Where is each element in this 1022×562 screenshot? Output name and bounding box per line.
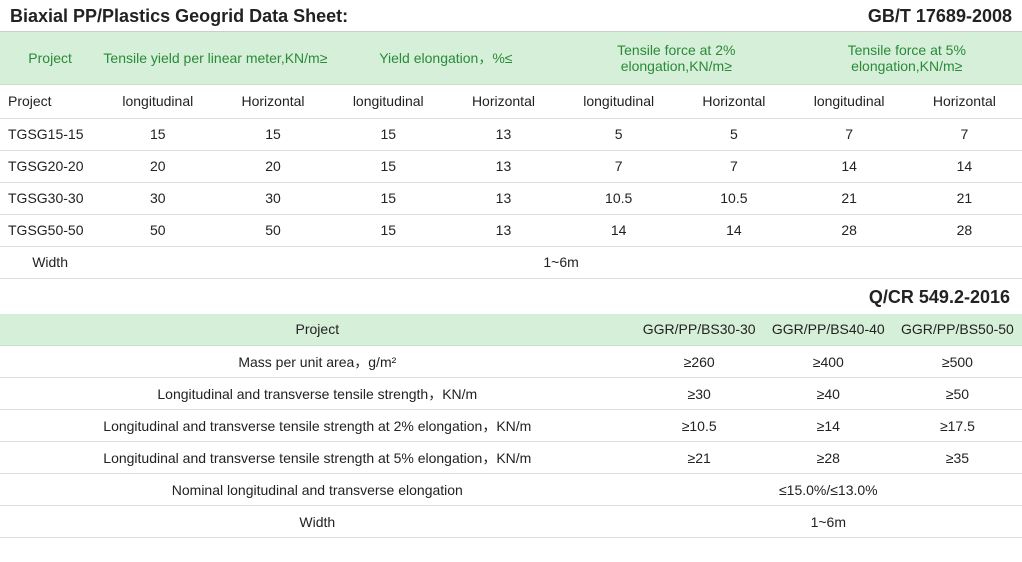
t1-r1c2: 20: [215, 150, 330, 182]
t1-r1c1: 20: [100, 150, 215, 182]
table1-sub-0: Project: [0, 84, 100, 118]
t1-r0c1: 15: [100, 118, 215, 150]
spec-table-1: Project Tensile yield per linear meter,K…: [0, 32, 1022, 279]
t1-r0c3: 15: [331, 118, 446, 150]
t1-r3c6: 14: [676, 214, 791, 246]
t1-r2c1: 30: [100, 182, 215, 214]
spec-table-2: Project GGR/PP/BS30-30 GGR/PP/BS40-40 GG…: [0, 314, 1022, 539]
t1-r3c7: 28: [792, 214, 907, 246]
t1-r1c6: 7: [676, 150, 791, 182]
t1-r1c5: 7: [561, 150, 676, 182]
t2-r2-v2: ≥17.5: [893, 410, 1022, 442]
table1-sub-8: Horizontal: [907, 84, 1022, 118]
t2-r1-v0: ≥30: [635, 378, 764, 410]
table1-sub-4: Horizontal: [446, 84, 561, 118]
table1-sub-3: longitudinal: [331, 84, 446, 118]
table-row: TGSG30-30 30 30 15 13 10.5 10.5 21 21: [0, 182, 1022, 214]
table1-sub-2: Horizontal: [215, 84, 330, 118]
table1-subheader-row: Project longitudinal Horizontal longitud…: [0, 84, 1022, 118]
table-row: Longitudinal and transverse tensile stre…: [0, 410, 1022, 442]
t2-r0-v1: ≥400: [764, 346, 893, 378]
t1-r1c3: 15: [331, 150, 446, 182]
t1-r0c4: 13: [446, 118, 561, 150]
t1-r1c8: 14: [907, 150, 1022, 182]
t1-r2c4: 13: [446, 182, 561, 214]
t1-r2c2: 30: [215, 182, 330, 214]
table1-header-force-2pct: Tensile force at 2% elongation,KN/m≥: [561, 32, 791, 84]
t1-r0c6: 5: [676, 118, 791, 150]
t1-r3c3: 15: [331, 214, 446, 246]
t1-r2c5: 10.5: [561, 182, 676, 214]
standard-code-1: GB/T 17689-2008: [868, 6, 1012, 27]
t2-r1-v1: ≥40: [764, 378, 893, 410]
t1-r2c0: TGSG30-30: [0, 182, 100, 214]
table1-sub-6: Horizontal: [676, 84, 791, 118]
table1-width-row: Width 1~6m: [0, 246, 1022, 278]
t1-r1c0: TGSG20-20: [0, 150, 100, 182]
t2-r1-label: Longitudinal and transverse tensile stre…: [0, 378, 635, 410]
t2-r2-v0: ≥10.5: [635, 410, 764, 442]
table2-width-row: Width 1~6m: [0, 506, 1022, 538]
t2-r0-v2: ≥500: [893, 346, 1022, 378]
table1-header-tensile-yield: Tensile yield per linear meter,KN/m≥: [100, 32, 330, 84]
t2-r2-label: Longitudinal and transverse tensile stre…: [0, 410, 635, 442]
t1-width-label: Width: [0, 246, 100, 278]
t2-elong-label: Nominal longitudinal and transverse elon…: [0, 474, 635, 506]
table-row: TGSG20-20 20 20 15 13 7 7 14 14: [0, 150, 1022, 182]
t1-r2c3: 15: [331, 182, 446, 214]
table1-header-yield-elong: Yield elongation，%≤: [331, 32, 561, 84]
t1-r0c2: 15: [215, 118, 330, 150]
t2-r3-v2: ≥35: [893, 442, 1022, 474]
t1-r3c4: 13: [446, 214, 561, 246]
t2-r1-v2: ≥50: [893, 378, 1022, 410]
t1-r3c2: 50: [215, 214, 330, 246]
title-bar: Biaxial PP/Plastics Geogrid Data Sheet: …: [0, 0, 1022, 32]
t1-r0c7: 7: [792, 118, 907, 150]
t2-r0-v0: ≥260: [635, 346, 764, 378]
table2-elong-row: Nominal longitudinal and transverse elon…: [0, 474, 1022, 506]
t1-r3c0: TGSG50-50: [0, 214, 100, 246]
t2-h3: GGR/PP/BS50-50: [893, 314, 1022, 346]
table-row: Longitudinal and transverse tensile stre…: [0, 378, 1022, 410]
t2-r3-v1: ≥28: [764, 442, 893, 474]
standard-code-2: Q/CR 549.2-2016: [0, 279, 1022, 314]
data-sheet: Biaxial PP/Plastics Geogrid Data Sheet: …: [0, 0, 1022, 538]
t2-r2-v1: ≥14: [764, 410, 893, 442]
t1-r3c8: 28: [907, 214, 1022, 246]
t2-r0-label: Mass per unit area，g/m²: [0, 346, 635, 378]
t1-r3c1: 50: [100, 214, 215, 246]
table1-header-project: Project: [0, 32, 100, 84]
t1-r1c4: 13: [446, 150, 561, 182]
t2-h1: GGR/PP/BS30-30: [635, 314, 764, 346]
sheet-title: Biaxial PP/Plastics Geogrid Data Sheet:: [10, 6, 348, 27]
t2-h2: GGR/PP/BS40-40: [764, 314, 893, 346]
t2-width-value: 1~6m: [635, 506, 1022, 538]
t2-h0: Project: [0, 314, 635, 346]
t1-r2c8: 21: [907, 182, 1022, 214]
t1-width-value: 1~6m: [100, 246, 1022, 278]
table2-header-row: Project GGR/PP/BS30-30 GGR/PP/BS40-40 GG…: [0, 314, 1022, 346]
t2-width-label: Width: [0, 506, 635, 538]
table1-sub-7: longitudinal: [792, 84, 907, 118]
t2-r3-v0: ≥21: [635, 442, 764, 474]
t1-r2c6: 10.5: [676, 182, 791, 214]
table-row: Mass per unit area，g/m² ≥260 ≥400 ≥500: [0, 346, 1022, 378]
table1-header-force-5pct: Tensile force at 5% elongation,KN/m≥: [792, 32, 1022, 84]
table1-header-row: Project Tensile yield per linear meter,K…: [0, 32, 1022, 84]
table1-sub-1: longitudinal: [100, 84, 215, 118]
t1-r1c7: 14: [792, 150, 907, 182]
t1-r3c5: 14: [561, 214, 676, 246]
table1-sub-5: longitudinal: [561, 84, 676, 118]
t1-r2c7: 21: [792, 182, 907, 214]
t1-r0c0: TGSG15-15: [0, 118, 100, 150]
table-row: Longitudinal and transverse tensile stre…: [0, 442, 1022, 474]
t2-r3-label: Longitudinal and transverse tensile stre…: [0, 442, 635, 474]
table-row: TGSG15-15 15 15 15 13 5 5 7 7: [0, 118, 1022, 150]
t1-r0c8: 7: [907, 118, 1022, 150]
t1-r0c5: 5: [561, 118, 676, 150]
table-row: TGSG50-50 50 50 15 13 14 14 28 28: [0, 214, 1022, 246]
t2-elong-value: ≤15.0%/≤13.0%: [635, 474, 1022, 506]
